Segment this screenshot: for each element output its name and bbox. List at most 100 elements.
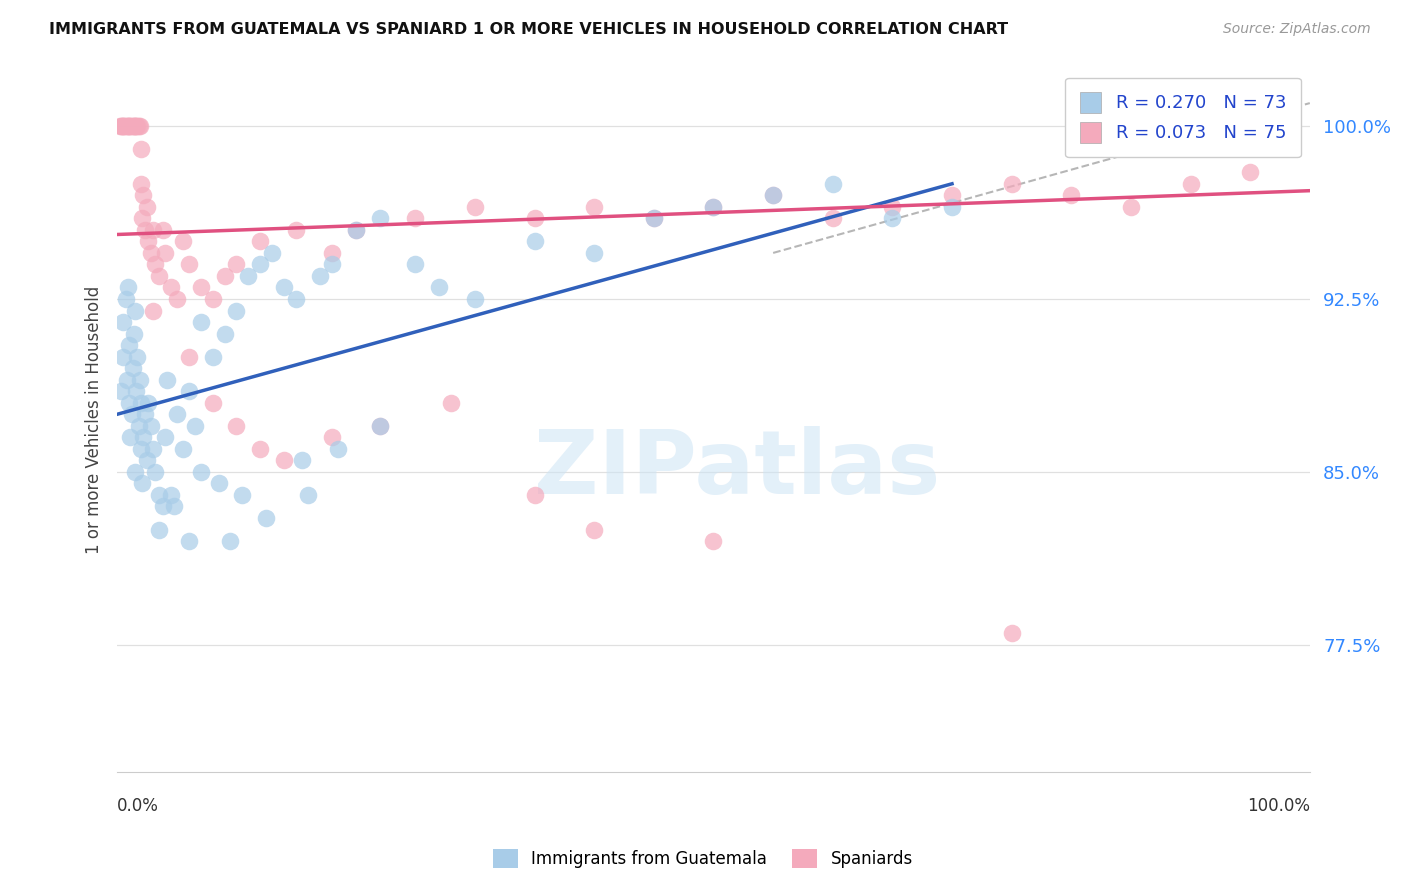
- Point: [121, 361, 143, 376]
- Point: [112, 315, 135, 329]
- Point: [142, 303, 165, 318]
- Point: [148, 268, 170, 283]
- Point: [128, 119, 150, 133]
- Point: [156, 373, 179, 387]
- Point: [344, 223, 367, 237]
- Point: [583, 523, 606, 537]
- Point: [114, 292, 136, 306]
- Point: [225, 257, 247, 271]
- Legend: Immigrants from Guatemala, Spaniards: Immigrants from Guatemala, Spaniards: [486, 842, 920, 875]
- Point: [128, 418, 150, 433]
- Point: [285, 223, 308, 237]
- Point: [368, 418, 391, 433]
- Point: [132, 430, 155, 444]
- Point: [273, 453, 295, 467]
- Point: [129, 177, 152, 191]
- Point: [115, 119, 138, 133]
- Point: [118, 396, 141, 410]
- Point: [148, 488, 170, 502]
- Point: [821, 177, 844, 191]
- Point: [249, 235, 271, 249]
- Point: [368, 211, 391, 226]
- Point: [128, 119, 150, 133]
- Point: [177, 384, 200, 399]
- Point: [166, 407, 188, 421]
- Point: [321, 257, 343, 271]
- Point: [344, 223, 367, 237]
- Point: [115, 373, 138, 387]
- Legend: R = 0.270   N = 73, R = 0.073   N = 75: R = 0.270 N = 73, R = 0.073 N = 75: [1066, 78, 1301, 157]
- Point: [111, 119, 134, 133]
- Point: [152, 500, 174, 514]
- Point: [440, 396, 463, 410]
- Point: [124, 119, 146, 133]
- Point: [117, 119, 139, 133]
- Y-axis label: 1 or more Vehicles in Household: 1 or more Vehicles in Household: [86, 286, 103, 554]
- Point: [127, 119, 149, 133]
- Text: Source: ZipAtlas.com: Source: ZipAtlas.com: [1223, 22, 1371, 37]
- Point: [321, 430, 343, 444]
- Point: [583, 200, 606, 214]
- Point: [882, 211, 904, 226]
- Point: [153, 430, 176, 444]
- Point: [821, 211, 844, 226]
- Point: [190, 315, 212, 329]
- Point: [183, 418, 205, 433]
- Point: [225, 303, 247, 318]
- Point: [1001, 626, 1024, 640]
- Point: [523, 488, 546, 502]
- Text: ZIPatlas: ZIPatlas: [534, 425, 941, 513]
- Point: [153, 246, 176, 260]
- Point: [368, 418, 391, 433]
- Point: [143, 257, 166, 271]
- Point: [122, 119, 145, 133]
- Point: [148, 523, 170, 537]
- Point: [131, 211, 153, 226]
- Point: [326, 442, 349, 456]
- Point: [254, 511, 277, 525]
- Point: [112, 119, 135, 133]
- Point: [177, 350, 200, 364]
- Point: [702, 534, 724, 549]
- Point: [643, 211, 665, 226]
- Point: [112, 119, 135, 133]
- Point: [114, 119, 136, 133]
- Point: [152, 223, 174, 237]
- Point: [523, 211, 546, 226]
- Point: [172, 442, 194, 456]
- Point: [762, 188, 785, 202]
- Point: [464, 292, 486, 306]
- Point: [124, 119, 146, 133]
- Point: [129, 142, 152, 156]
- Point: [190, 280, 212, 294]
- Point: [112, 350, 135, 364]
- Point: [108, 119, 131, 133]
- Point: [120, 119, 142, 133]
- Point: [1001, 177, 1024, 191]
- Point: [1180, 177, 1202, 191]
- Point: [1119, 200, 1142, 214]
- Point: [249, 442, 271, 456]
- Text: 100.0%: 100.0%: [1247, 797, 1310, 814]
- Point: [121, 119, 143, 133]
- Point: [702, 200, 724, 214]
- Point: [643, 211, 665, 226]
- Point: [201, 292, 224, 306]
- Point: [122, 326, 145, 341]
- Point: [177, 534, 200, 549]
- Point: [762, 188, 785, 202]
- Point: [121, 119, 143, 133]
- Point: [702, 200, 724, 214]
- Point: [321, 246, 343, 260]
- Point: [129, 396, 152, 410]
- Point: [172, 235, 194, 249]
- Point: [134, 407, 156, 421]
- Point: [117, 280, 139, 294]
- Point: [136, 235, 159, 249]
- Point: [142, 223, 165, 237]
- Point: [118, 119, 141, 133]
- Point: [177, 257, 200, 271]
- Point: [238, 268, 260, 283]
- Point: [160, 488, 183, 502]
- Point: [583, 246, 606, 260]
